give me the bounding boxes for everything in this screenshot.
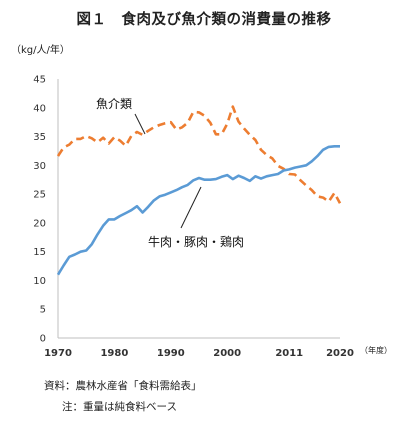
x-tick-label: 1990 xyxy=(157,348,185,359)
meat-series-line xyxy=(56,145,340,276)
meat-label-leader xyxy=(180,186,202,229)
y-tick-label: 5 xyxy=(40,305,46,316)
fish-series-label: 魚介類 xyxy=(96,97,132,111)
x-tick-label: 2000 xyxy=(213,348,241,359)
y-tick-label: 40 xyxy=(33,103,46,114)
y-axis-unit: （kg/人/年） xyxy=(11,45,70,56)
y-tick-label: 45 xyxy=(33,75,46,86)
y-tick-label: 0 xyxy=(40,334,46,345)
y-tick-label: 25 xyxy=(33,190,46,201)
source-note: 資料：農林水産省「食料需給表」 xyxy=(44,380,202,392)
meat-series-label: 牛肉・豚肉・鶏肉 xyxy=(148,234,244,249)
y-tick-label: 30 xyxy=(33,161,46,172)
chart-title: 図１ 食肉及び魚介類の消費量の推移 xyxy=(76,12,332,28)
y-tick-label: 35 xyxy=(33,132,46,143)
y-tick-label: 10 xyxy=(33,276,46,287)
fish-series-line xyxy=(56,105,342,204)
x-tick-label: 2020 xyxy=(326,348,354,359)
y-tick-labels: 0 5 10 15 20 25 30 35 40 45 xyxy=(33,75,46,345)
x-tick-label: 1980 xyxy=(100,348,128,359)
weight-note: 注：重量は純食料ベース xyxy=(62,401,177,413)
y-tick-label: 20 xyxy=(33,218,46,229)
x-axis-unit: （年度） xyxy=(360,346,392,355)
x-tick-label: 1970 xyxy=(44,348,72,359)
x-tick-label: 2011 xyxy=(275,348,303,359)
y-tick-label: 15 xyxy=(33,247,46,258)
x-tick-labels: 1970 1980 1990 2000 2011 2020 xyxy=(44,348,354,359)
fish-label-leader xyxy=(134,113,146,135)
